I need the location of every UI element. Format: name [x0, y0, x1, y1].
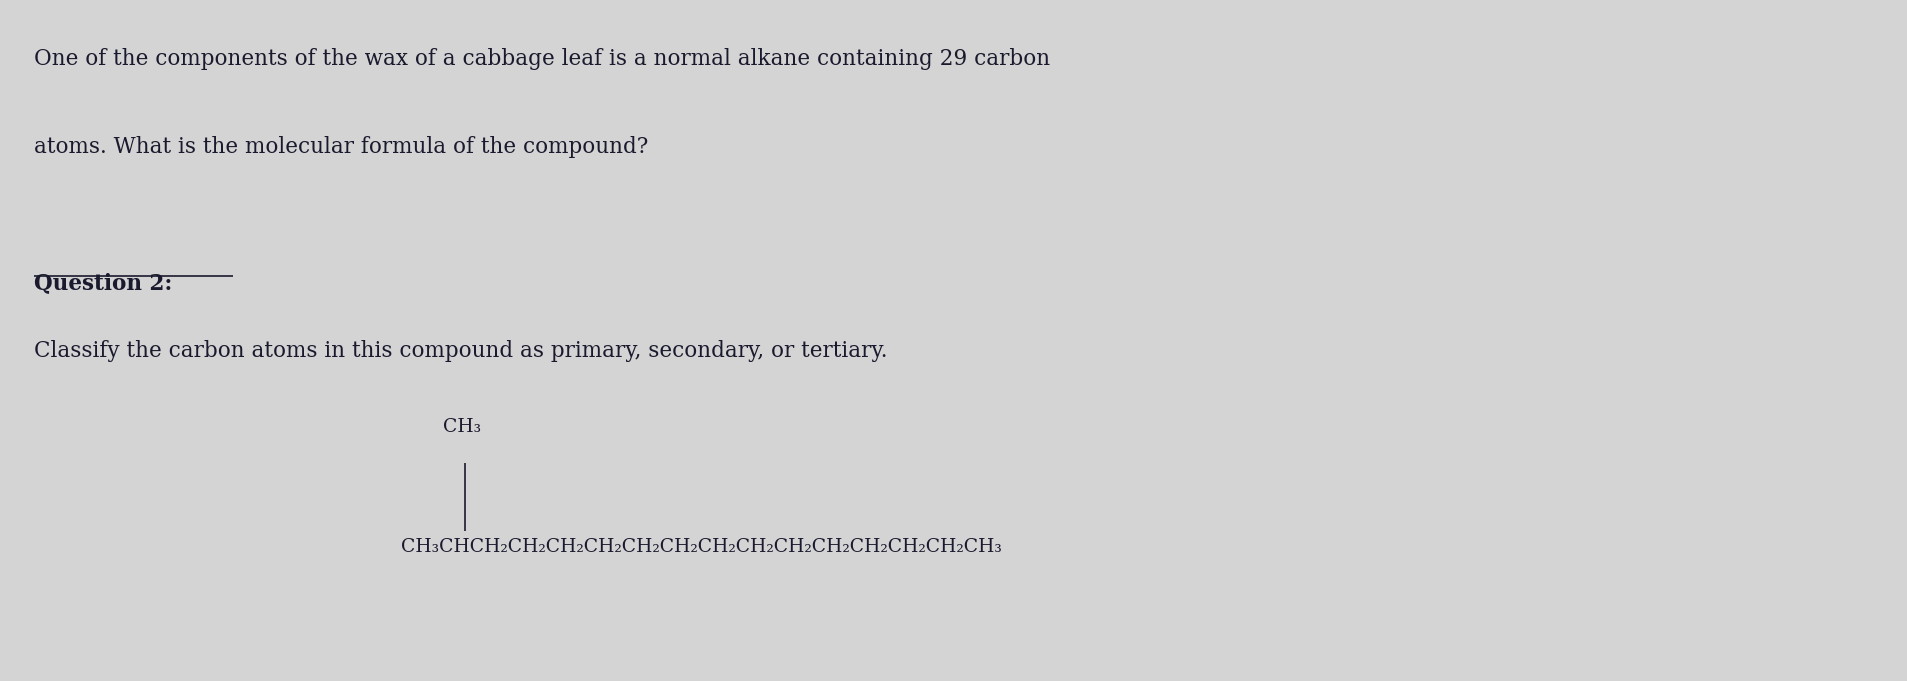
Text: atoms. What is the molecular formula of the compound?: atoms. What is the molecular formula of …: [34, 136, 648, 158]
Text: CH₃CHCH₂CH₂CH₂CH₂CH₂CH₂CH₂CH₂CH₂CH₂CH₂CH₂CH₂CH₃: CH₃CHCH₂CH₂CH₂CH₂CH₂CH₂CH₂CH₂CH₂CH₂CH₂CH…: [400, 538, 1001, 556]
Text: CH₃: CH₃: [442, 418, 481, 436]
Text: Classify the carbon atoms in this compound as primary, secondary, or tertiary.: Classify the carbon atoms in this compou…: [34, 340, 887, 362]
Text: Question 2:: Question 2:: [34, 272, 174, 294]
Text: One of the components of the wax of a cabbage leaf is a normal alkane containing: One of the components of the wax of a ca…: [34, 48, 1051, 69]
